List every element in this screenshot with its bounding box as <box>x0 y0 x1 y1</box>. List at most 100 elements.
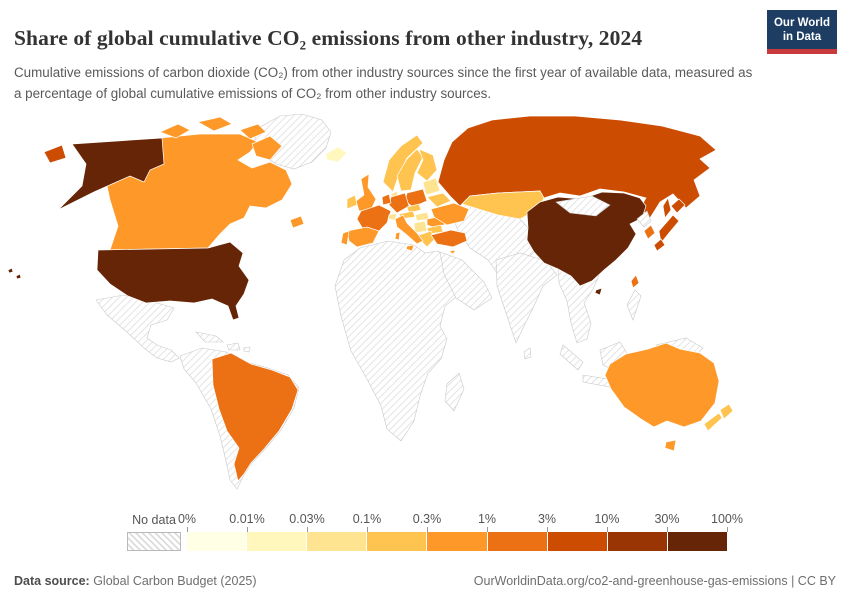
legend-segment[interactable] <box>307 532 368 551</box>
region-puerto-rico[interactable] <box>243 346 251 353</box>
legend-segment[interactable] <box>367 532 428 551</box>
region-mongolia[interactable] <box>555 195 611 217</box>
country-usa-alaska[interactable] <box>57 137 165 211</box>
country-france[interactable] <box>356 204 392 234</box>
country-russia-sakhalin[interactable] <box>662 197 672 219</box>
legend-tick-mark <box>427 527 428 532</box>
legend-color-bar <box>187 532 727 551</box>
legend-tick-label: 30% <box>654 512 680 526</box>
country-new-zealand-north[interactable] <box>719 403 734 420</box>
country-australia[interactable] <box>604 342 720 428</box>
legend-tick-mark <box>187 527 188 532</box>
legend-tick-label: 3% <box>537 512 557 526</box>
country-ireland[interactable] <box>346 194 358 210</box>
region-india[interactable] <box>495 252 558 344</box>
country-iceland[interactable] <box>325 146 348 163</box>
country-canada-newfoundland[interactable] <box>289 215 305 229</box>
legend-tick-mark <box>367 527 368 532</box>
country-norway[interactable] <box>382 134 424 193</box>
legend-tick-label: 0.01% <box>229 512 265 526</box>
data-source: Data source: Global Carbon Budget (2025) <box>14 574 257 588</box>
legend-segment[interactable] <box>187 532 248 551</box>
country-canada-baffin[interactable] <box>251 135 283 161</box>
country-baltics[interactable] <box>422 177 441 196</box>
data-source-value: Global Carbon Budget (2025) <box>89 574 257 588</box>
country-czechia[interactable] <box>406 203 422 214</box>
country-turkey[interactable] <box>430 229 468 248</box>
legend-tick-label: 1% <box>477 512 497 526</box>
data-source-label: Data source: <box>14 574 90 588</box>
region-philippines[interactable] <box>626 289 642 321</box>
owid-logo[interactable]: Our World in Data <box>766 10 837 54</box>
country-italy-sicily[interactable] <box>405 244 415 252</box>
region-hispaniola[interactable] <box>226 342 241 351</box>
attribution-link[interactable]: OurWorldinData.org/co2-and-greenhouse-ga… <box>473 574 836 588</box>
country-sweden[interactable] <box>396 148 424 192</box>
region-africa[interactable] <box>334 240 467 442</box>
country-china-hainan[interactable] <box>594 287 603 296</box>
legend-tick-mark <box>307 527 308 532</box>
legend-tick-label: 100% <box>711 512 743 526</box>
country-ukraine[interactable] <box>430 202 470 226</box>
legend-tick-label: 10% <box>594 512 620 526</box>
no-data-label: No data <box>132 513 176 527</box>
region-north-korea[interactable] <box>636 210 652 228</box>
world-map-svg <box>7 113 734 490</box>
region-cuba[interactable] <box>195 331 224 343</box>
legend-tick-mark <box>727 527 728 532</box>
region-mexico-central-america[interactable] <box>95 294 180 363</box>
country-united-kingdom[interactable] <box>355 173 377 212</box>
country-balkans[interactable] <box>413 220 428 234</box>
country-tasmania[interactable] <box>664 439 677 452</box>
legend-segment[interactable] <box>547 532 608 551</box>
world-map <box>0 112 850 504</box>
legend-tick-mark <box>607 527 608 532</box>
country-belarus[interactable] <box>426 192 452 208</box>
country-south-korea[interactable] <box>643 224 656 240</box>
chart-subtitle: Cumulative emissions of carbon dioxide (… <box>14 65 753 101</box>
legend-tick-mark <box>487 527 488 532</box>
map-legend: No data 0% 0.01% 0.03% 0.1% 0.3% 1% 3% 10% 30% 10… <box>0 509 850 557</box>
country-japan-hokkaido[interactable] <box>670 198 686 214</box>
region-sri-lanka[interactable] <box>523 347 532 360</box>
legend-segment[interactable] <box>427 532 488 551</box>
country-taiwan[interactable] <box>630 274 640 289</box>
no-data-swatch[interactable] <box>127 532 181 551</box>
region-sumatra[interactable] <box>559 344 584 371</box>
country-italy[interactable] <box>394 214 424 245</box>
country-new-zealand-south[interactable] <box>703 412 723 432</box>
country-usa-mainland[interactable] <box>96 241 250 321</box>
chart-footer: Data source: Global Carbon Budget (2025)… <box>14 574 836 588</box>
legend-tick-label: 0% <box>177 512 197 526</box>
country-usa-hawaii-2[interactable] <box>15 273 22 280</box>
country-japan-kyushu[interactable] <box>653 238 666 252</box>
country-benelux[interactable] <box>381 193 392 206</box>
legend-tick-mark <box>667 527 668 532</box>
country-spain[interactable] <box>346 226 380 248</box>
owid-logo-line1: Our World <box>773 17 830 29</box>
legend-tick-mark <box>547 527 548 532</box>
country-russia-chukotka[interactable] <box>43 144 67 164</box>
region-madagascar[interactable] <box>444 372 465 412</box>
country-portugal[interactable] <box>340 230 350 246</box>
legend-segment[interactable] <box>667 532 727 551</box>
legend-tick-label: 0.03% <box>289 512 325 526</box>
country-canada-island-2[interactable] <box>197 116 233 132</box>
country-usa-hawaii-1[interactable] <box>7 267 14 274</box>
country-japan-honshu[interactable] <box>658 214 680 244</box>
country-brazil[interactable] <box>211 352 299 482</box>
legend-segment[interactable] <box>247 532 308 551</box>
owid-logo-line2: in Data <box>782 31 822 44</box>
country-china[interactable] <box>526 191 647 287</box>
legend-segment[interactable] <box>487 532 548 551</box>
region-arabia[interactable] <box>439 251 493 311</box>
legend-tick-label: 0.1% <box>352 512 382 526</box>
country-canada-island-1[interactable] <box>159 123 191 139</box>
legend-tick-label: 0.3% <box>412 512 442 526</box>
country-cyprus[interactable] <box>448 249 457 255</box>
chart-title: Share of global cumulative CO₂ emissions… <box>14 26 643 51</box>
legend-segment[interactable] <box>607 532 668 551</box>
country-italy-sardinia[interactable] <box>394 231 401 241</box>
country-canada-island-3[interactable] <box>239 123 267 140</box>
